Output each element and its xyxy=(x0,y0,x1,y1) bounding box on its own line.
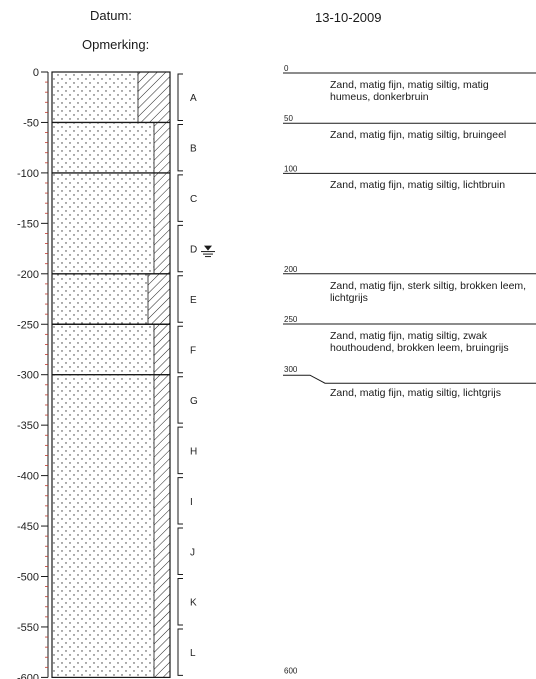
sample-label: E xyxy=(190,295,197,306)
sample-bracket xyxy=(177,325,183,374)
boundary-depth-label: 300 xyxy=(284,365,298,374)
axis-tick-label: -150 xyxy=(17,218,39,230)
sand-layer-fill xyxy=(52,72,138,123)
sand-layer-fill xyxy=(52,324,154,375)
opmerking-label: Opmerking: xyxy=(82,37,150,52)
sample-bracket xyxy=(177,628,183,676)
axis-tick-label: -250 xyxy=(17,319,39,331)
datum-value: 13-10-2009 xyxy=(315,10,382,25)
axis-tick-label: -350 xyxy=(17,420,39,432)
sample-bracket xyxy=(177,426,183,475)
axis-tick-label: 0 xyxy=(33,67,39,79)
sample-label: A xyxy=(190,93,197,104)
sample-bracket xyxy=(177,477,183,525)
silt-hatch-fill xyxy=(153,323,171,376)
silt-hatch-fill xyxy=(153,122,171,174)
silt-hatch-fill xyxy=(153,172,171,275)
silt-hatch-fill xyxy=(147,273,171,325)
axis-tick-label: -200 xyxy=(17,269,39,281)
sample-label: L xyxy=(190,648,196,659)
axis-tick-label: -600 xyxy=(17,672,39,679)
sample-label: K xyxy=(190,598,197,609)
axis-tick-label: -400 xyxy=(17,471,39,483)
sample-label: B xyxy=(190,144,197,155)
boundary-depth-label: 100 xyxy=(284,164,298,173)
layer-description: Zand, matig fijn, matig siltig, matig hu… xyxy=(330,79,489,103)
depth-axis: 0 -50 -100 -150 -200 -250 -300 -350 -400 -450 -500… xyxy=(17,67,49,679)
sample-bracket xyxy=(177,73,183,121)
layer-description: Zand, matig fijn, sterk siltig, brokken … xyxy=(330,279,527,304)
axis-tick-label: -550 xyxy=(17,622,39,634)
axis-tick-label: -500 xyxy=(17,572,39,584)
layer-description: Zand, matig fijn, matig siltig, bruingee… xyxy=(330,129,507,142)
sample-bracket xyxy=(177,578,183,626)
layer-boundary-line xyxy=(283,374,536,384)
datum-label: Datum: xyxy=(90,8,132,23)
sample-bracket xyxy=(177,275,183,323)
sample-bracket xyxy=(177,224,183,273)
description-column: 0 50 100 200 250 300 600 xyxy=(283,64,536,675)
boundary-depth-label: 200 xyxy=(284,265,298,274)
layer-description: Zand, matig fijn, matig siltig, zwak hou… xyxy=(330,330,509,354)
sample-label: G xyxy=(190,396,198,407)
sample-bracket xyxy=(177,174,183,222)
boundary-depth-label: 0 xyxy=(284,64,289,73)
axis-tick-label: -450 xyxy=(17,521,39,533)
sample-label: F xyxy=(190,345,196,356)
sample-label: I xyxy=(190,497,193,508)
groundwater-level-icon xyxy=(201,245,215,258)
axis-tick-label: -50 xyxy=(23,117,39,129)
sand-layer-fill xyxy=(52,122,154,173)
sample-brackets: A B C D E F G H I J K L xyxy=(177,73,215,676)
sample-label: H xyxy=(190,446,197,457)
axis-tick-label: -100 xyxy=(17,168,39,180)
sand-layer-fill xyxy=(52,172,154,274)
soil-column xyxy=(51,71,171,679)
sample-bracket xyxy=(177,527,183,575)
sand-layer-fill xyxy=(52,273,148,325)
sample-label: J xyxy=(190,547,195,558)
silt-hatch-fill xyxy=(153,374,171,678)
boundary-depth-label: 250 xyxy=(284,315,298,324)
layer-description: Zand, matig fijn, matig siltig, lichtgri… xyxy=(330,387,501,400)
sand-layer-fill xyxy=(52,374,154,678)
sample-label: D xyxy=(190,245,197,256)
boundary-depth-label: 600 xyxy=(284,666,298,675)
sample-bracket xyxy=(177,376,183,424)
sample-bracket xyxy=(177,123,183,172)
layer-description: Zand, matig fijn, matig siltig, lichtbru… xyxy=(330,179,506,192)
sample-label: C xyxy=(190,194,197,205)
silt-hatch-fill xyxy=(137,71,171,123)
boundary-depth-label: 50 xyxy=(284,114,293,123)
axis-tick-label: -300 xyxy=(17,370,39,382)
